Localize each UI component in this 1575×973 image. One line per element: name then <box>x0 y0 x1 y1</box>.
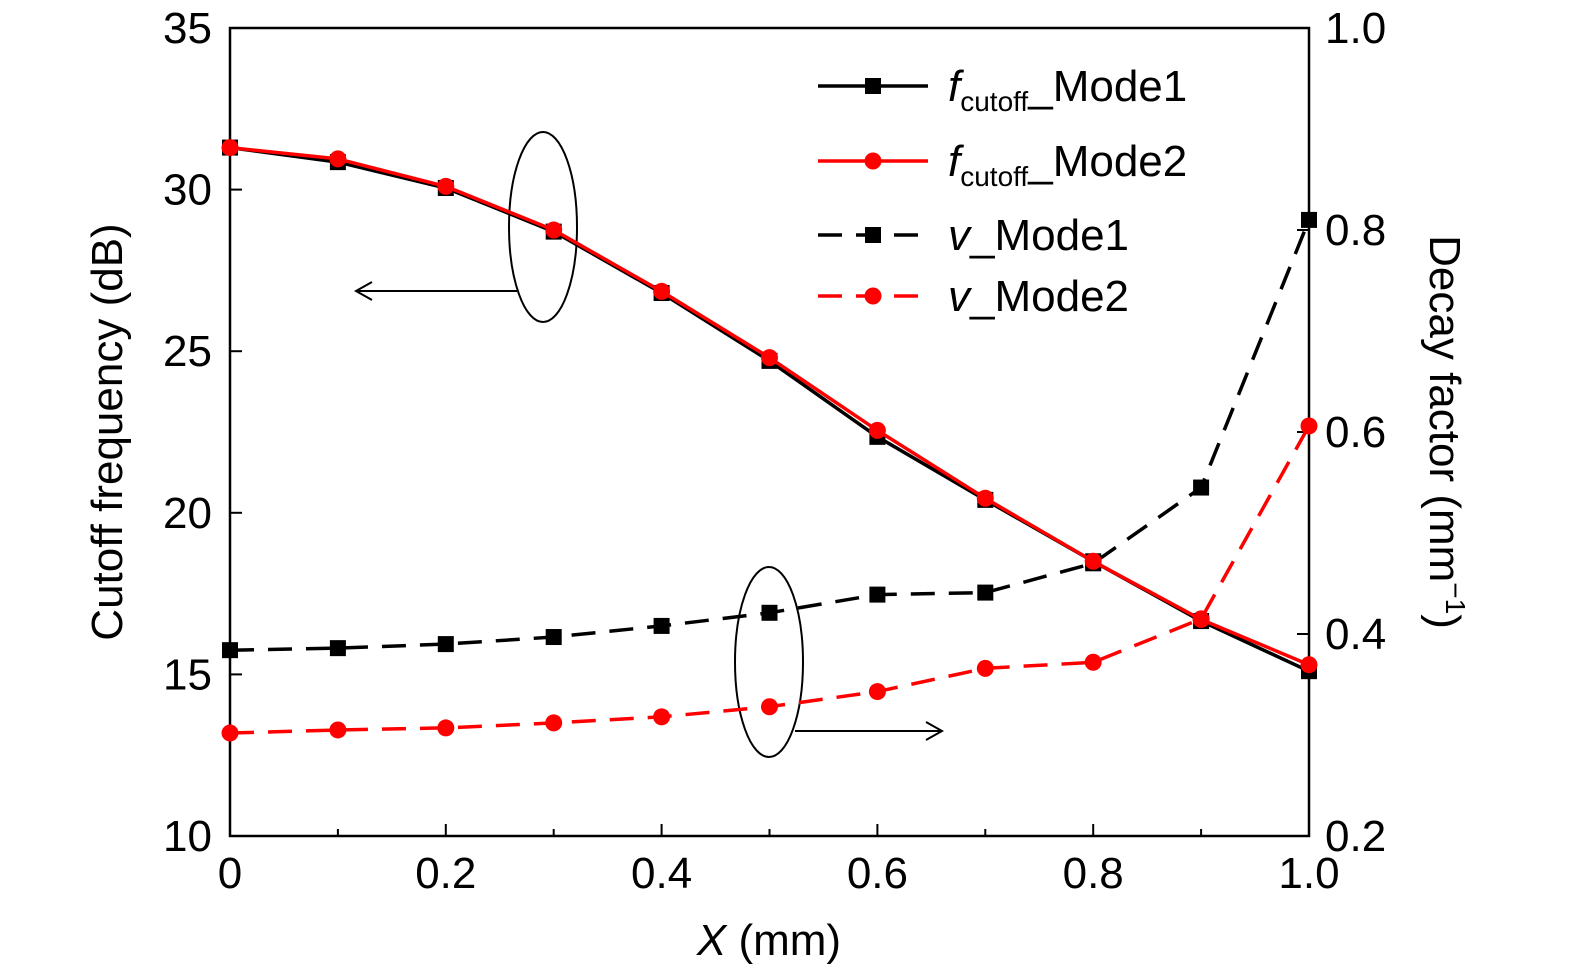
legend-label-suffix: _Mode2 <box>969 272 1129 321</box>
data-point-square <box>865 78 881 94</box>
y2-tick-label: 0.4 <box>1325 610 1386 659</box>
x-tick-label: 0.6 <box>847 849 908 898</box>
data-point-square <box>222 642 238 659</box>
x-axis-title-var: X <box>696 916 728 965</box>
data-point-square <box>545 629 562 646</box>
series-v-mode1 <box>222 211 1317 659</box>
data-point-circle <box>868 421 886 439</box>
data-point-circle <box>864 287 882 305</box>
series-v-mode2 <box>221 417 1318 742</box>
data-point-circle <box>221 724 239 742</box>
y-tick-label: 15 <box>163 650 212 699</box>
legend-item: fcutoff_Mode2 <box>818 137 1187 192</box>
legend-label-suffix: _Mode1 <box>969 211 1129 260</box>
legend-label: fcutoff_Mode2 <box>948 137 1187 192</box>
x-tick-label: 0.8 <box>1063 849 1124 898</box>
x-tick-label: 0.4 <box>631 849 692 898</box>
data-point-square <box>329 640 346 657</box>
y2-axis-title-close: ) <box>1420 614 1469 629</box>
y-tick-label: 30 <box>163 166 212 215</box>
y2-tick-label: 0.6 <box>1325 408 1386 457</box>
data-point-circle <box>329 150 347 168</box>
y2-tick-label: 1.0 <box>1325 4 1386 53</box>
data-point-square <box>437 636 454 653</box>
legend-item: v_Mode2 <box>818 272 1129 321</box>
legend-label-var: v <box>948 211 973 260</box>
data-point-circle <box>653 282 671 300</box>
y2-axis-ticks: 0.2 0.4 0.6 0.8 1.0 <box>1297 4 1386 861</box>
legend-label: fcutoff_Mode1 <box>948 62 1187 117</box>
data-point-square <box>653 617 670 634</box>
y-tick-label: 35 <box>163 4 212 53</box>
series-line <box>229 145 1310 673</box>
legend-label: v_Mode1 <box>948 211 1129 260</box>
data-point-square <box>761 604 778 621</box>
data-point-circle <box>329 721 347 739</box>
legend-item: fcutoff_Mode1 <box>818 62 1187 117</box>
legend-label-sub: cutoff <box>960 86 1028 117</box>
y-tick-label: 10 <box>163 812 212 861</box>
legend-label: v_Mode2 <box>948 272 1129 321</box>
legend-item: v_Mode1 <box>818 211 1129 260</box>
data-point-circle <box>761 349 778 367</box>
series-line <box>229 219 1311 652</box>
data-point-square <box>865 227 881 243</box>
data-point-circle <box>437 719 455 737</box>
y-axis-ticks: 10 15 20 25 30 35 <box>163 4 242 861</box>
y2-axis-title: Decay factor (mm−1) <box>1420 235 1471 629</box>
data-point-circle <box>976 659 994 677</box>
data-point-square <box>1193 479 1210 496</box>
data-point-circle <box>1084 653 1102 671</box>
annotation-arrow-left-head <box>353 281 373 301</box>
y-axis-title: Cutoff frequency (dB) <box>83 223 132 640</box>
data-point-circle <box>437 177 455 195</box>
data-point-circle <box>761 698 778 716</box>
x-axis-title-unit: (mm) <box>726 916 841 965</box>
y2-tick-label: 0.8 <box>1325 206 1386 255</box>
y2-axis-title-sup: −1 <box>1440 582 1471 614</box>
y-tick-label: 25 <box>163 327 212 376</box>
x-tick-label: 0.2 <box>415 849 476 898</box>
data-point-circle <box>976 489 994 507</box>
x-tick-label: 0 <box>218 849 242 898</box>
data-point-circle <box>653 708 671 726</box>
legend-label-suffix: _Mode2 <box>1027 137 1187 186</box>
x-axis-title: X (mm) <box>696 916 841 965</box>
legend-label-sub: cutoff <box>960 161 1028 192</box>
data-point-circle <box>1300 656 1318 674</box>
series-line <box>229 425 1311 735</box>
data-point-circle <box>221 139 239 157</box>
series-f-mode2 <box>221 139 1318 674</box>
y2-tick-label: 0.2 <box>1325 812 1386 861</box>
data-point-circle <box>1084 552 1102 570</box>
data-point-square <box>869 586 886 603</box>
data-point-square <box>977 584 994 601</box>
data-point-square <box>1301 211 1317 228</box>
x-tick-label: 1.0 <box>1278 849 1339 898</box>
data-point-circle <box>868 683 886 701</box>
data-point-circle <box>545 221 563 239</box>
y-tick-label: 20 <box>163 489 212 538</box>
series-f-mode1 <box>222 139 1317 680</box>
data-point-circle <box>1300 417 1318 435</box>
data-point-circle <box>1192 610 1210 628</box>
y2-axis-title-main: Decay factor (mm <box>1420 235 1469 582</box>
data-point-circle <box>545 714 563 732</box>
annotation-ellipse-right-axis <box>734 566 804 758</box>
data-point-circle <box>864 152 882 170</box>
legend-label-var: v <box>948 272 973 321</box>
annotation-ellipse-left-axis <box>508 131 578 323</box>
series-layer <box>221 139 1318 742</box>
legend-label-suffix: _Mode1 <box>1027 62 1187 111</box>
series-line <box>229 145 1310 667</box>
annotation-arrow-right-head <box>925 721 945 741</box>
x-axis-ticks: 0 0.2 0.4 0.6 0.8 1.0 <box>218 824 1340 898</box>
